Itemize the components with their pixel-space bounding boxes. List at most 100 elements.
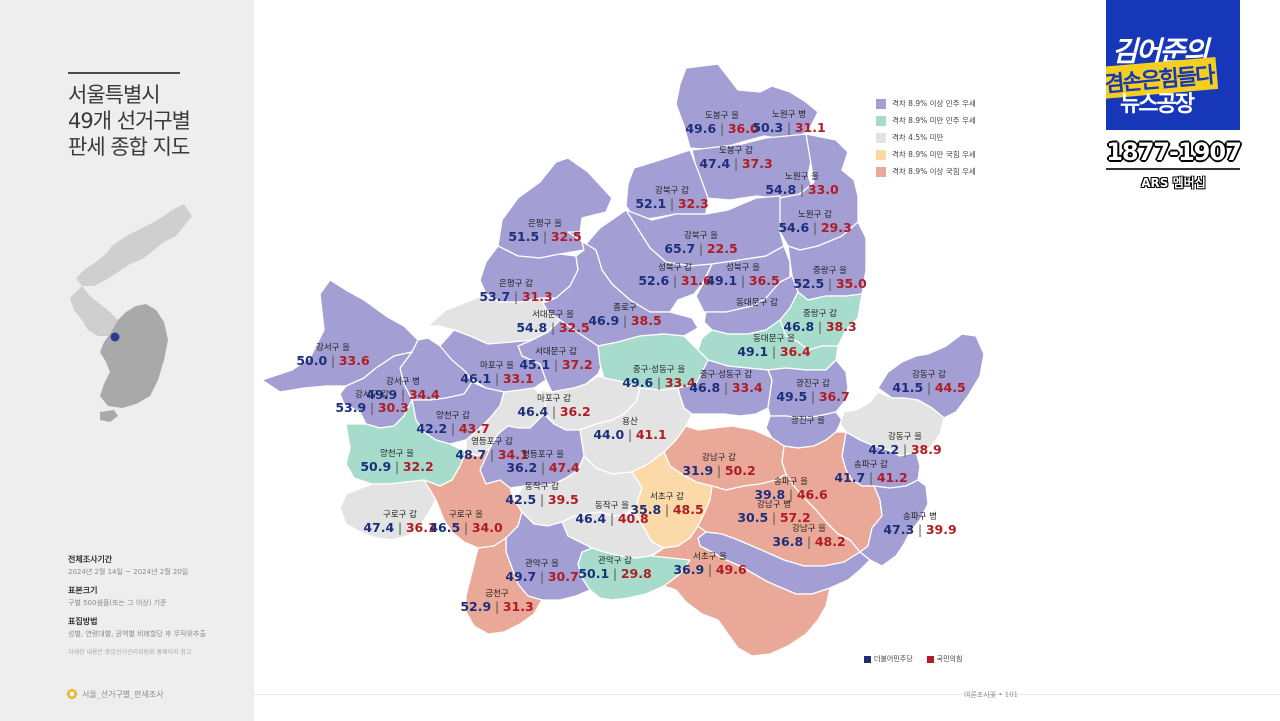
legend-item: 격차 8.9% 미만 국힘 우세 xyxy=(876,146,976,163)
district-result: 46.4 | 40.8 xyxy=(575,511,648,526)
district-label: 마포구 갑46.4 | 36.2 xyxy=(517,393,590,419)
district-label: 송파구 을39.8 | 46.6 xyxy=(754,477,828,502)
legend-item: 격차 8.9% 이상 국힘 우세 xyxy=(876,163,976,180)
dem-share: 30.5 xyxy=(737,510,768,525)
ppp-share: 31.1 xyxy=(795,120,826,135)
district-label: 서초구 을36.9 | 49.6 xyxy=(673,552,747,577)
news-factory-logo: 김어준의 겸손은힘들다 뉴스공장 1877-1907 ARS 멤버십 xyxy=(1103,0,1244,195)
district-label: 광진구 갑49.5 | 36.7 xyxy=(776,378,849,404)
dem-share: 36.9 xyxy=(673,562,704,577)
ppp-share: 38.3 xyxy=(826,319,857,334)
district-name: 종로구 xyxy=(613,303,637,313)
result-separator: | xyxy=(536,493,548,507)
district-result: 49.1 | 36.4 xyxy=(737,344,811,359)
district-name: 동대문구 을 xyxy=(753,334,795,344)
district-name: 광진구 을 xyxy=(791,415,825,426)
ppp-share: 22.5 xyxy=(707,241,738,256)
district-result: 30.5 | 57.2 xyxy=(737,510,810,525)
ppp-share: 46.6 xyxy=(797,487,828,502)
district-label: 송파구 갑41.7 | 41.2 xyxy=(834,459,907,485)
district-name: 강북구 을 xyxy=(684,230,718,241)
district-name: 송파구 갑 xyxy=(854,459,888,470)
period-label: 전체조사기간 xyxy=(68,555,113,564)
district-label: 강서구 을50.0 | 33.6 xyxy=(296,342,370,368)
result-separator: | xyxy=(537,461,549,475)
district-name: 도봉구 갑 xyxy=(719,145,753,156)
dem-share: 42.2 xyxy=(868,442,899,457)
ppp-share: 30.7 xyxy=(548,569,579,584)
district-label: 은평구 갑53.7 | 31.3 xyxy=(479,278,552,304)
district-area xyxy=(651,525,831,657)
result-separator: | xyxy=(768,511,780,525)
ppp-share: 32.3 xyxy=(678,196,709,211)
district-name: 송파구 을 xyxy=(774,477,808,487)
ppp-share: 36.7 xyxy=(819,389,850,404)
ppp-share: 40.8 xyxy=(618,511,649,526)
district-name: 서대문구 갑 xyxy=(535,346,577,357)
dem-share: 47.4 xyxy=(699,156,730,171)
result-separator: | xyxy=(730,157,742,171)
result-separator: | xyxy=(899,443,911,457)
ppp-share: 31.6 xyxy=(681,273,712,288)
legend-label: 격차 8.9% 미만 민주 우세 xyxy=(892,116,976,125)
district-name: 강서구 갑 xyxy=(355,389,389,400)
ppp-share: 41.1 xyxy=(636,427,667,442)
district-label: 성북구 을49.1 | 36.5 xyxy=(706,263,779,288)
district-result: 42.5 | 39.5 xyxy=(505,492,578,507)
district-area xyxy=(423,447,523,549)
district-label: 노원구 갑54.6 | 29.3 xyxy=(778,209,851,235)
district-name: 중랑구 갑 xyxy=(803,308,837,319)
district-name: 은평구 갑 xyxy=(499,278,533,289)
logo-hotline: 1877-1907 xyxy=(1106,138,1242,166)
district-result: 46.1 | 33.1 xyxy=(460,371,533,386)
korea-peninsula-map xyxy=(70,204,192,422)
dem-share: 52.9 xyxy=(460,599,491,614)
result-separator: | xyxy=(460,521,472,535)
district-label: 중구·성동구 을49.6 | 33.4 xyxy=(622,365,696,390)
party-swatch-dem xyxy=(864,655,871,663)
dem-share: 49.6 xyxy=(622,375,653,390)
result-separator: | xyxy=(366,401,378,415)
result-separator: | xyxy=(550,358,562,372)
legend-item: 격차 8.9% 이상 민주 우세 xyxy=(876,95,976,112)
dem-share: 53.9 xyxy=(335,400,366,415)
legend-swatch xyxy=(876,98,886,109)
result-separator: | xyxy=(824,277,836,291)
result-separator: | xyxy=(720,381,732,395)
dem-share: 48.7 xyxy=(455,447,486,462)
survey-info: 전체조사기간 2024년 2월 14일 ~ 2024년 2월 20일 표본크기 … xyxy=(68,546,253,656)
ppp-share: 36.0 xyxy=(728,121,759,136)
logo-line-3: 뉴스공장 xyxy=(1120,92,1195,117)
dem-share: 49.6 xyxy=(685,121,716,136)
dem-share: 51.5 xyxy=(508,229,539,244)
district-result: 52.1 | 32.3 xyxy=(635,196,708,211)
ppp-share: 31.3 xyxy=(522,289,553,304)
ppp-share: 34.0 xyxy=(472,520,503,535)
ppp-share: 39.5 xyxy=(548,492,579,507)
district-name: 강서구 병 xyxy=(386,376,420,387)
district-name: 관악구 갑 xyxy=(598,555,632,566)
dem-share: 39.8 xyxy=(754,487,785,502)
result-separator: | xyxy=(539,230,551,244)
dem-share: 53.7 xyxy=(479,289,510,304)
result-separator: | xyxy=(669,274,681,288)
ppp-share: 33.6 xyxy=(339,353,370,368)
district-name: 강남구 갑 xyxy=(702,452,736,463)
legend-swatch xyxy=(876,115,886,126)
dem-share: 50.3 xyxy=(752,120,783,135)
dem-share: 49.1 xyxy=(706,273,737,288)
left-panel: 서울특별시 49개 선거구별 판세 종합 지도 전체조사기간 2024년 2월 … xyxy=(0,0,254,721)
district-name: 도봉구 을 xyxy=(705,111,739,121)
result-separator: | xyxy=(695,242,707,256)
dem-share: 52.5 xyxy=(793,276,824,291)
district-result: 50.1 | 29.8 xyxy=(578,566,651,581)
result-separator: | xyxy=(785,488,797,502)
dem-share: 50.1 xyxy=(578,566,609,581)
district-name: 양천구 을 xyxy=(380,448,414,459)
result-separator: | xyxy=(619,314,631,328)
dem-share: 47.3 xyxy=(883,522,914,537)
dem-share: 46.9 xyxy=(588,313,619,328)
district-result: 53.7 | 31.3 xyxy=(479,289,552,304)
district-result: 46.4 | 36.2 xyxy=(517,404,590,419)
